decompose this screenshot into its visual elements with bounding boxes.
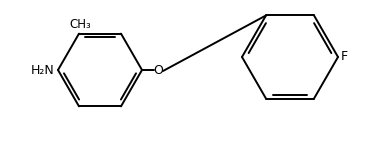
Text: CH₃: CH₃ [69, 18, 91, 31]
Text: H₂N: H₂N [31, 64, 55, 77]
Text: O: O [153, 64, 163, 77]
Text: F: F [341, 50, 348, 64]
